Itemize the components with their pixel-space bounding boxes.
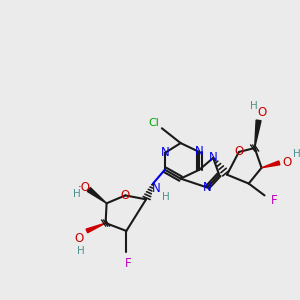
Text: F: F	[125, 257, 132, 270]
Text: O: O	[283, 156, 292, 169]
Text: F: F	[271, 194, 278, 207]
Text: H: H	[293, 149, 300, 159]
Text: O: O	[121, 189, 130, 202]
Text: H: H	[250, 100, 257, 111]
Text: Cl: Cl	[148, 118, 159, 128]
Polygon shape	[255, 120, 261, 148]
Polygon shape	[87, 188, 106, 203]
Text: N: N	[209, 152, 218, 164]
Text: N: N	[152, 182, 160, 195]
Text: N: N	[160, 146, 169, 160]
Text: H: H	[77, 246, 85, 256]
Text: O: O	[74, 232, 84, 245]
Text: N: N	[203, 181, 212, 194]
Text: H: H	[73, 189, 81, 200]
Text: O: O	[257, 106, 266, 119]
Polygon shape	[86, 223, 106, 233]
Text: O: O	[234, 146, 244, 158]
Text: ·O: ·O	[77, 181, 90, 194]
Polygon shape	[262, 161, 280, 168]
Text: H: H	[162, 192, 170, 203]
Text: N: N	[195, 146, 204, 158]
